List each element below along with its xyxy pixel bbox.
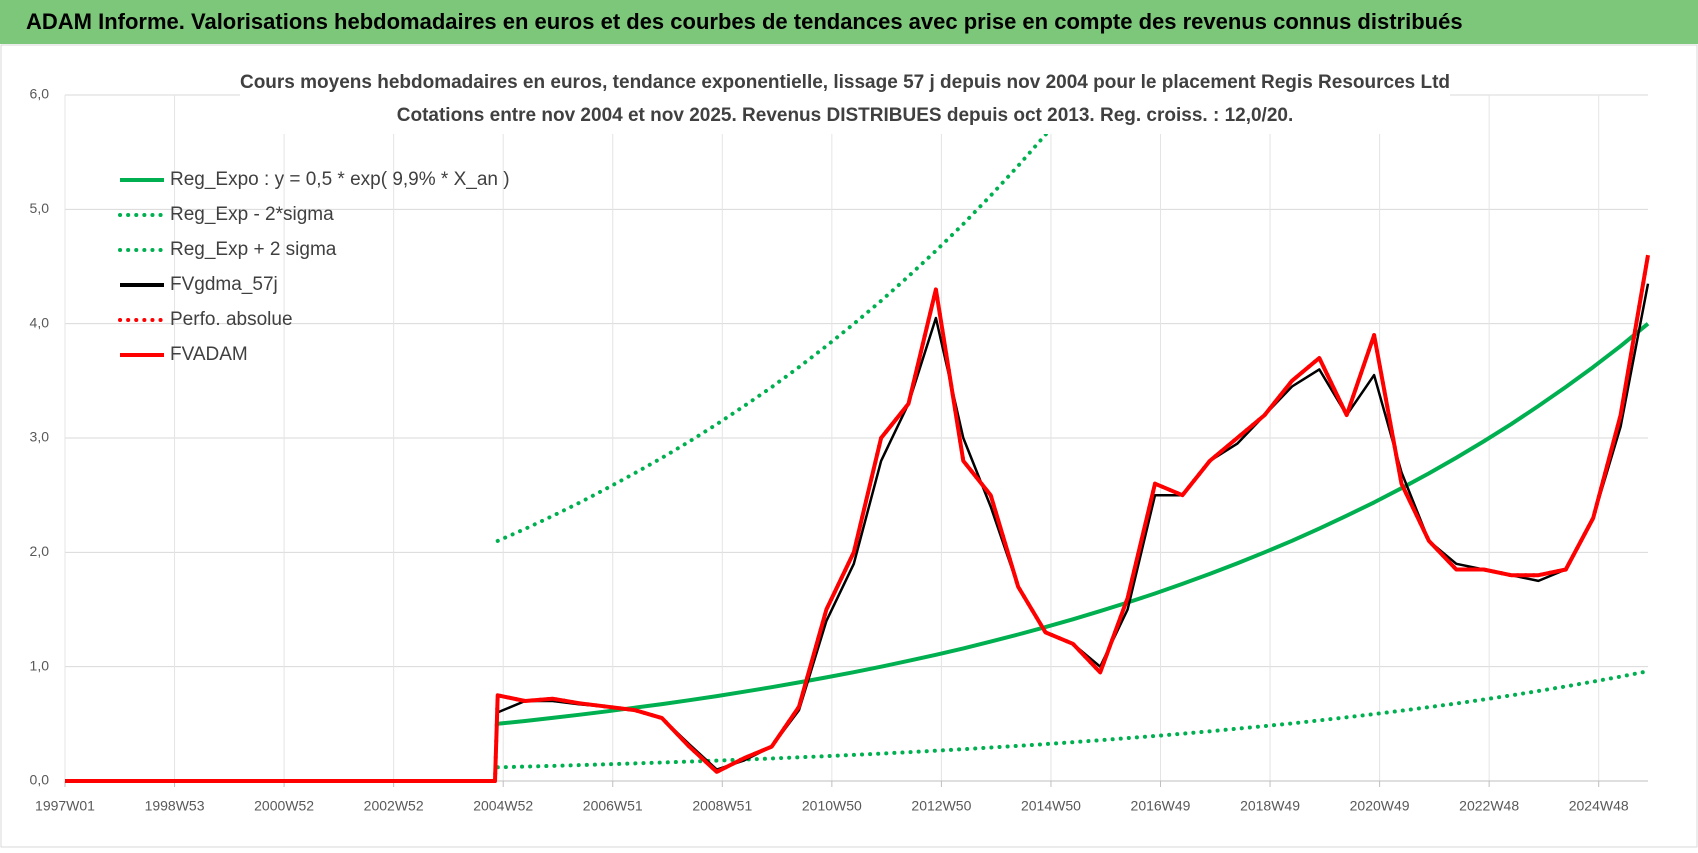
chart-border — [0, 44, 1698, 848]
legend-label: Reg_Exp - 2*sigma — [170, 204, 334, 225]
header-bar — [0, 0, 1698, 44]
title-box — [240, 66, 1450, 134]
series-line — [65, 253, 1650, 783]
plot-area — [65, 93, 1650, 783]
x-tick-label: 2002W52 — [364, 798, 424, 814]
x-tick-label: 2000W52 — [254, 798, 314, 814]
x-tick-label: 2022W48 — [1459, 798, 1519, 814]
x-tick-label: 1998W53 — [145, 798, 205, 814]
legend: Reg_Expo : y = 0,5 * exp( 9,9% * X_an ) R… — [118, 169, 510, 365]
legend-label: Reg_Expo : y = 0,5 * exp( 9,9% * X_an ) — [170, 169, 510, 190]
legend-label: FVgdma_57j — [170, 274, 278, 295]
y-tick-label: 1,0 — [30, 657, 50, 673]
y-tick-label: 3,0 — [30, 429, 50, 445]
series-line — [497, 322, 1650, 726]
chart-title: Cours moyens hebdomadaires en euros, ten… — [240, 72, 1450, 93]
y-tick-label: 0,0 — [30, 772, 50, 788]
y-tick-label: 2,0 — [30, 543, 50, 559]
x-tick-label: 1997W01 — [35, 798, 95, 814]
legend-label: FVADAM — [170, 344, 248, 365]
x-tick-label: 2014W50 — [1021, 798, 1081, 814]
x-tick-label: 2020W49 — [1350, 798, 1410, 814]
series-line — [65, 283, 1650, 783]
y-tick-label: 4,0 — [30, 314, 50, 330]
x-tick-label: 2016W49 — [1131, 798, 1191, 814]
series-line — [65, 254, 1650, 783]
y-tick-label: 6,0 — [30, 86, 50, 102]
y-tick-label: 5,0 — [30, 200, 50, 216]
x-tick-label: 2004W52 — [473, 798, 533, 814]
header-title: ADAM Informe. Valorisations hebdomadaire… — [26, 9, 1463, 34]
grid: 0,0 1,0 2,0 3,0 4,0 5,0 6,0 1997W01 1998W53 2000W… — [30, 86, 1648, 814]
x-tick-label: 2010W50 — [802, 798, 862, 814]
x-tick-label: 2006W51 — [583, 798, 643, 814]
x-tick-label: 2012W50 — [911, 798, 971, 814]
series-line — [495, 669, 1650, 770]
x-tick-label: 2008W51 — [692, 798, 752, 814]
legend-label: Perfo. absolue — [170, 309, 293, 330]
chart-subtitle: Cotations entre nov 2004 et nov 2025. Re… — [397, 105, 1294, 126]
x-tick-label: 2024W48 — [1569, 798, 1629, 814]
legend-label: Reg_Exp + 2 sigma — [170, 239, 337, 260]
x-tick-label: 2018W49 — [1240, 798, 1300, 814]
